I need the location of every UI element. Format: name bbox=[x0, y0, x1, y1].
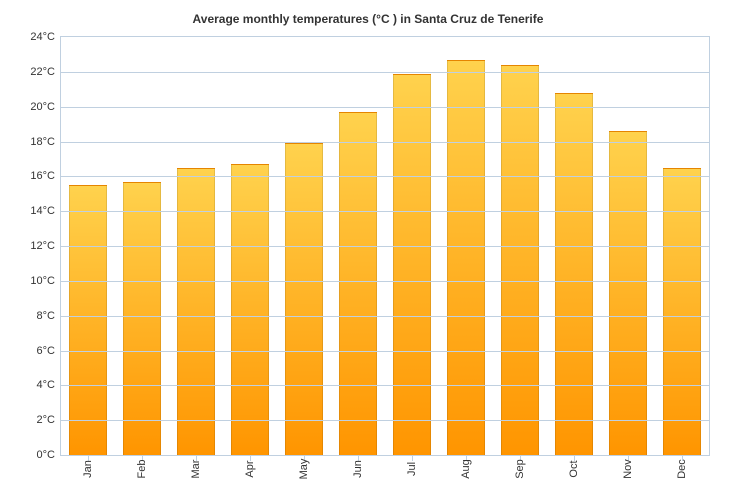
x-tick-label: Dec bbox=[676, 459, 688, 479]
bar bbox=[69, 185, 107, 455]
gridline bbox=[61, 176, 709, 177]
y-tick-label: 6°C bbox=[37, 345, 61, 357]
y-tick-label: 10°C bbox=[30, 275, 61, 287]
gridline bbox=[61, 385, 709, 386]
x-tick-label: Jul bbox=[406, 462, 418, 476]
gridline bbox=[61, 107, 709, 108]
gridline bbox=[61, 316, 709, 317]
x-tick bbox=[412, 455, 413, 461]
gridline bbox=[61, 142, 709, 143]
chart-container: Average monthly temperatures (°C ) in Sa… bbox=[0, 0, 736, 500]
x-tick-label: Oct bbox=[568, 460, 580, 477]
y-tick-label: 4°C bbox=[37, 379, 61, 391]
gridline bbox=[61, 351, 709, 352]
plot-area: JanFebMarAprMayJunJulAugSepOctNovDec 0°C… bbox=[60, 36, 710, 456]
x-tick-label: Aug bbox=[460, 459, 472, 479]
bar bbox=[501, 65, 539, 455]
y-tick-label: 0°C bbox=[37, 449, 61, 461]
bar bbox=[609, 131, 647, 455]
x-tick-label: May bbox=[298, 459, 310, 480]
bar bbox=[447, 60, 485, 455]
y-tick-label: 12°C bbox=[30, 240, 61, 252]
x-tick-label: Mar bbox=[190, 460, 202, 479]
y-tick-label: 22°C bbox=[30, 66, 61, 78]
bar bbox=[555, 93, 593, 455]
gridline bbox=[61, 420, 709, 421]
y-tick-label: 20°C bbox=[30, 101, 61, 113]
gridline bbox=[61, 211, 709, 212]
gridline bbox=[61, 246, 709, 247]
x-tick-label: Apr bbox=[244, 460, 256, 477]
y-tick-label: 14°C bbox=[30, 205, 61, 217]
y-tick-label: 2°C bbox=[37, 414, 61, 426]
y-tick-label: 24°C bbox=[30, 31, 61, 43]
bar bbox=[339, 112, 377, 455]
x-tick-label: Feb bbox=[136, 460, 148, 479]
x-tick-label: Nov bbox=[622, 459, 634, 479]
bar bbox=[285, 143, 323, 455]
y-tick-label: 16°C bbox=[30, 170, 61, 182]
gridline bbox=[61, 72, 709, 73]
x-tick-label: Jun bbox=[352, 460, 364, 478]
plot-area-wrap: JanFebMarAprMayJunJulAugSepOctNovDec 0°C… bbox=[60, 36, 710, 456]
gridline bbox=[61, 281, 709, 282]
bar bbox=[123, 182, 161, 455]
bar bbox=[393, 74, 431, 455]
y-tick-label: 8°C bbox=[37, 310, 61, 322]
x-tick-label: Sep bbox=[514, 459, 526, 479]
y-tick-label: 18°C bbox=[30, 136, 61, 148]
chart-title: Average monthly temperatures (°C ) in Sa… bbox=[16, 12, 720, 26]
x-tick-label: Jan bbox=[82, 460, 94, 478]
bar bbox=[231, 164, 269, 455]
